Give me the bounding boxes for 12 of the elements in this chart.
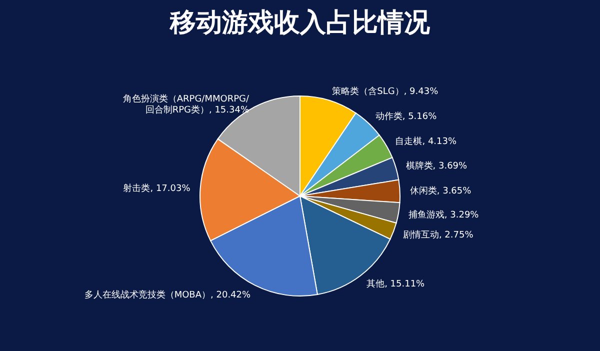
- slice-label: 多人在线战术竞技类（MOBA）, 20.42%: [84, 289, 252, 300]
- chart-title: 移动游戏收入占比情况: [169, 8, 431, 38]
- slice-label: 休闲类, 3.65%: [410, 186, 472, 197]
- slice-label: 角色扮演类（ARPG/MMORPG/回合制RPG类）, 15.34%: [122, 94, 250, 116]
- slice-label: 棋牌类, 3.69%: [406, 160, 468, 172]
- slice-label: 射击类, 17.03%: [123, 183, 191, 194]
- slice-label: 其他, 15.11%: [366, 278, 426, 290]
- slice-label: 策略类（含SLG）, 9.43%: [332, 86, 439, 97]
- slice-label: 捕鱼游戏, 3.29%: [408, 210, 480, 221]
- slice-label: 剧情互动, 2.75%: [402, 230, 474, 241]
- slice-label: 动作类, 5.16%: [375, 110, 438, 122]
- slice-label: 自走棋, 4.13%: [395, 136, 457, 147]
